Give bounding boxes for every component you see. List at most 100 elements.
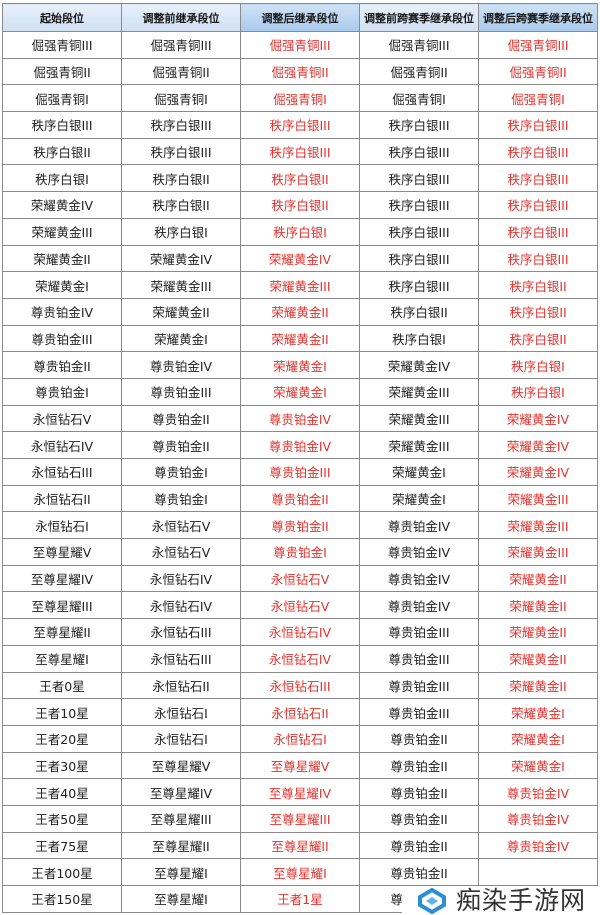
cell-after-inherit: 尊贵铂金IV xyxy=(240,404,360,433)
cell-after-cross-season: 倔强青铜III xyxy=(478,31,598,59)
cell-before-inherit: 至尊星耀III xyxy=(121,804,241,833)
cell-after-inherit: 尊贵铂金III xyxy=(240,458,360,486)
cell-before-inherit: 永恒钻石I xyxy=(121,698,241,726)
table-row: 倔强青铜III 倔强青铜III 倔强青铜III 倔强青铜III 倔强青铜III xyxy=(2,31,598,59)
table-row: 荣耀黄金III 秩序白银I 秩序白银I 秩序白银III 秩序白银III xyxy=(2,217,598,246)
cell-before-inherit: 秩序白银I xyxy=(121,217,241,246)
cell-after-cross-season: 荣耀黄金II xyxy=(478,644,598,673)
cell-before-cross-season: 尊贵铂金III xyxy=(359,671,479,700)
cell-after-cross-season xyxy=(478,858,598,886)
cell-before-inherit: 倔强青铜II xyxy=(121,57,241,86)
cell-after-cross-season: 秩序白银II xyxy=(478,324,598,353)
cell-start-rank: 永恒钻石IV xyxy=(2,431,122,459)
table-row: 至尊星耀V 永恒钻石V 尊贵铂金I 尊贵铂金IV 荣耀黄金III xyxy=(2,538,598,566)
cell-after-cross-season: 荣耀黄金II xyxy=(478,618,598,646)
rank-inheritance-table: 起始段位 调整前继承段位 调整后继承段位 调整前跨赛季继承段位 调整后跨赛季继承… xyxy=(2,3,598,913)
cell-before-inherit: 永恒钻石IV xyxy=(121,564,241,593)
cell-after-inherit: 至尊星耀V xyxy=(240,751,360,780)
cell-start-rank: 尊贵铂金I xyxy=(2,377,122,406)
cell-after-inherit: 尊贵铂金I xyxy=(240,538,360,566)
table-row: 王者75星 至尊星耀II 至尊星耀II 尊贵铂金II 尊贵铂金IV xyxy=(2,831,598,860)
cell-before-cross-season: 尊贵铂金II xyxy=(359,831,479,860)
cell-after-inherit: 秩序白银II xyxy=(240,164,360,193)
cell-after-cross-season: 荣耀黄金III xyxy=(478,484,598,513)
cell-after-inherit: 至尊星耀II xyxy=(240,831,360,860)
table-row: 永恒钻石II 尊贵铂金I 尊贵铂金II 荣耀黄金I 荣耀黄金III xyxy=(2,484,598,513)
cell-start-rank: 王者20星 xyxy=(2,724,122,753)
cell-after-cross-season: 荣耀黄金II xyxy=(478,564,598,593)
cell-before-inherit: 至尊星耀I xyxy=(121,885,241,913)
cell-start-rank: 荣耀黄金III xyxy=(2,217,122,246)
header-before-inherit: 调整前继承段位 xyxy=(121,3,241,32)
cell-before-inherit: 荣耀黄金I xyxy=(121,324,241,353)
cell-before-inherit: 永恒钻石IV xyxy=(121,591,241,620)
cell-before-cross-season: 倔强青铜III xyxy=(359,31,479,59)
cell-start-rank: 王者30星 xyxy=(2,751,122,780)
table-row: 王者30星 至尊星耀V 至尊星耀V 尊贵铂金II 荣耀黄金I xyxy=(2,751,598,780)
cell-after-cross-season: 尊贵铂金IV xyxy=(478,831,598,860)
cell-before-cross-season: 尊贵铂金III xyxy=(359,698,479,726)
cell-before-inherit: 至尊星耀V xyxy=(121,751,241,780)
table-header-row: 起始段位 调整前继承段位 调整后继承段位 调整前跨赛季继承段位 调整后跨赛季继承… xyxy=(2,3,598,32)
table-row: 秩序白银II 秩序白银III 秩序白银III 秩序白银III 秩序白银III xyxy=(2,137,598,166)
cell-before-inherit: 倔强青铜I xyxy=(121,84,241,113)
cell-start-rank: 王者50星 xyxy=(2,804,122,833)
cell-after-cross-season: 秩序白银III xyxy=(478,217,598,246)
table-row: 至尊星耀III 永恒钻石IV 永恒钻石V 尊贵铂金IV 荣耀黄金II xyxy=(2,591,598,620)
cell-after-cross-season: 荣耀黄金II xyxy=(478,671,598,700)
cell-after-inherit: 永恒钻石I xyxy=(240,724,360,753)
watermark-logo-icon xyxy=(418,887,446,914)
table-row: 至尊星耀I 永恒钻石III 永恒钻石IV 尊贵铂金III 荣耀黄金II xyxy=(2,644,598,673)
cell-start-rank: 尊贵铂金IV xyxy=(2,297,122,326)
cell-before-cross-season: 尊贵铂金II xyxy=(359,858,479,886)
watermark: 痴染手游网 xyxy=(402,886,600,915)
cell-start-rank: 永恒钻石III xyxy=(2,458,122,486)
cell-before-cross-season: 秩序白银III xyxy=(359,271,479,299)
cell-before-inherit: 荣耀黄金II xyxy=(121,297,241,326)
cell-after-cross-season: 秩序白银I xyxy=(478,377,598,406)
cell-before-inherit: 永恒钻石III xyxy=(121,618,241,646)
cell-start-rank: 尊贵铂金II xyxy=(2,351,122,379)
cell-after-inherit: 荣耀黄金I xyxy=(240,377,360,406)
cell-after-inherit: 至尊星耀I xyxy=(240,858,360,886)
cell-before-cross-season: 秩序白银III xyxy=(359,137,479,166)
cell-start-rank: 至尊星耀IV xyxy=(2,564,122,593)
cell-after-inherit: 永恒钻石V xyxy=(240,564,360,593)
cell-after-cross-season: 秩序白银I xyxy=(478,351,598,379)
cell-start-rank: 王者10星 xyxy=(2,698,122,726)
cell-before-inherit: 尊贵铂金I xyxy=(121,484,241,513)
cell-start-rank: 秩序白银III xyxy=(2,111,122,139)
cell-start-rank: 至尊星耀V xyxy=(2,538,122,566)
cell-after-inherit: 尊贵铂金IV xyxy=(240,431,360,459)
cell-after-cross-season: 荣耀黄金IV xyxy=(478,458,598,486)
table-row: 王者100星 至尊星耀I 至尊星耀I 尊贵铂金II xyxy=(2,858,598,886)
cell-after-inherit: 永恒钻石V xyxy=(240,591,360,620)
cell-after-cross-season: 秩序白银III xyxy=(478,111,598,139)
cell-before-cross-season: 尊贵铂金II xyxy=(359,751,479,780)
cell-before-cross-season: 荣耀黄金IV xyxy=(359,351,479,379)
table-row: 永恒钻石IV 尊贵铂金II 尊贵铂金IV 荣耀黄金III 荣耀黄金IV xyxy=(2,431,598,459)
header-after-inherit: 调整后继承段位 xyxy=(240,3,360,32)
cell-start-rank: 永恒钻石V xyxy=(2,404,122,433)
cell-start-rank: 永恒钻石II xyxy=(2,484,122,513)
table-row: 永恒钻石III 尊贵铂金I 尊贵铂金III 荣耀黄金I 荣耀黄金IV xyxy=(2,458,598,486)
table-row: 王者40星 至尊星耀IV 至尊星耀IV 尊贵铂金II 尊贵铂金IV xyxy=(2,778,598,806)
cell-after-cross-season: 秩序白银III xyxy=(478,244,598,273)
cell-after-cross-season: 荣耀黄金IV xyxy=(478,431,598,459)
cell-after-inherit: 荣耀黄金IV xyxy=(240,244,360,273)
cell-before-cross-season: 秩序白银III xyxy=(359,191,479,219)
cell-before-inherit: 尊贵铂金III xyxy=(121,377,241,406)
cell-before-cross-season: 秩序白银III xyxy=(359,164,479,193)
cell-after-cross-season: 尊贵铂金IV xyxy=(478,778,598,806)
cell-before-cross-season: 尊贵铂金IV xyxy=(359,538,479,566)
cell-before-inherit: 永恒钻石V xyxy=(121,511,241,540)
cell-before-inherit: 荣耀黄金III xyxy=(121,271,241,299)
cell-start-rank: 秩序白银II xyxy=(2,137,122,166)
cell-before-inherit: 永恒钻石I xyxy=(121,724,241,753)
cell-before-cross-season: 秩序白银I xyxy=(359,324,479,353)
cell-before-inherit: 倔强青铜III xyxy=(121,31,241,59)
cell-after-cross-season: 秩序白银III xyxy=(478,137,598,166)
cell-before-cross-season: 尊贵铂金IV xyxy=(359,564,479,593)
cell-start-rank: 王者40星 xyxy=(2,778,122,806)
cell-before-cross-season: 荣耀黄金III xyxy=(359,377,479,406)
